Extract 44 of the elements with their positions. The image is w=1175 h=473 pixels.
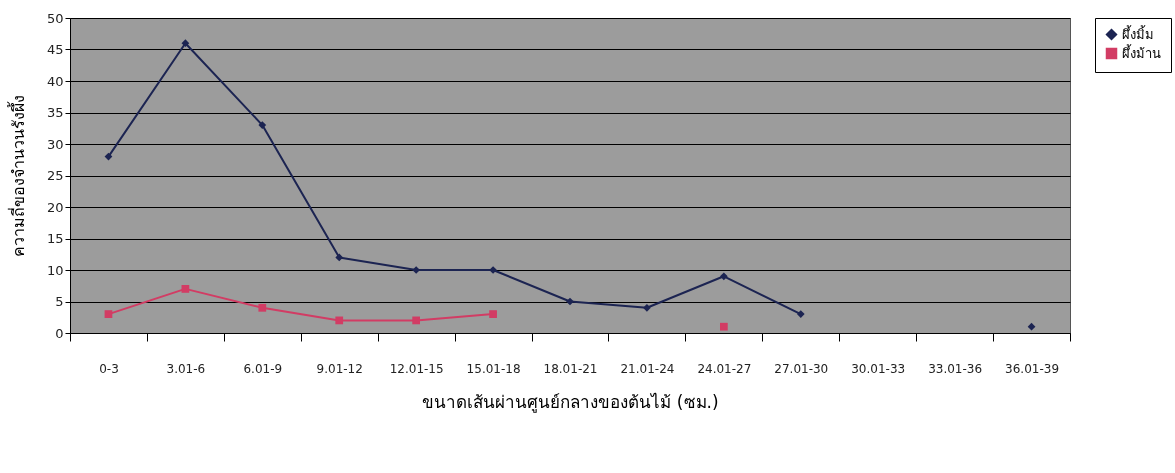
x-tick-label: 30.01-33 bbox=[851, 361, 906, 376]
point bbox=[796, 310, 805, 318]
y-tick-label: 25 bbox=[46, 168, 64, 183]
point bbox=[181, 285, 190, 293]
point bbox=[104, 310, 113, 318]
point bbox=[104, 152, 113, 161]
point bbox=[566, 297, 574, 306]
legend-label: ผึ้งม้าน bbox=[1122, 43, 1161, 61]
point bbox=[258, 121, 267, 129]
x-tick-label: 9.01-12 bbox=[316, 361, 363, 376]
y-tick-label: 20 bbox=[46, 199, 64, 215]
x-tick-label: 24.01-27 bbox=[697, 361, 752, 376]
point bbox=[258, 303, 267, 312]
x-tick-label: 6.01-9 bbox=[243, 361, 283, 376]
point bbox=[489, 310, 497, 318]
x-axis-title: ขนาดเส้นผ่านศูนย์กลางของต้นไม้ (ซม.) bbox=[422, 391, 719, 413]
x-tick-label: 21.01-24 bbox=[620, 361, 675, 376]
y-tick-label: 30 bbox=[46, 136, 64, 152]
y-tick-label: 15 bbox=[46, 231, 64, 246]
point bbox=[335, 253, 344, 262]
point bbox=[1027, 322, 1036, 331]
x-tick-label: 33.01-36 bbox=[928, 361, 983, 376]
point bbox=[335, 316, 344, 325]
point bbox=[181, 39, 190, 48]
y-tick-label: 50 bbox=[46, 10, 64, 26]
x-tick-label: 12.01-15 bbox=[389, 361, 444, 376]
x-tick-label: 18.01-21 bbox=[543, 361, 598, 376]
legend-label: ผึ้งมิ้ม bbox=[1122, 24, 1154, 42]
y-tick-label: 0 bbox=[55, 325, 64, 341]
y-tick-label: 5 bbox=[55, 294, 64, 309]
y-axis-title: ความถี่ของจำนวนรังผึ้ง bbox=[6, 95, 28, 257]
x-tick-label: 0-3 bbox=[99, 361, 119, 376]
y-tick-label: 40 bbox=[46, 73, 64, 89]
x-tick-label: 15.01-18 bbox=[466, 361, 521, 376]
x-tick-label: 36.01-39 bbox=[1005, 361, 1060, 376]
y-tick-label: 10 bbox=[46, 262, 64, 278]
y-tick-label: 35 bbox=[46, 105, 64, 120]
point bbox=[643, 303, 651, 312]
point bbox=[412, 316, 421, 325]
y-tick-label: 45 bbox=[46, 42, 64, 57]
x-tick-label: 27.01-30 bbox=[774, 361, 829, 376]
x-tick-label: 3.01-6 bbox=[166, 361, 206, 376]
point bbox=[719, 272, 728, 281]
point bbox=[719, 322, 728, 331]
